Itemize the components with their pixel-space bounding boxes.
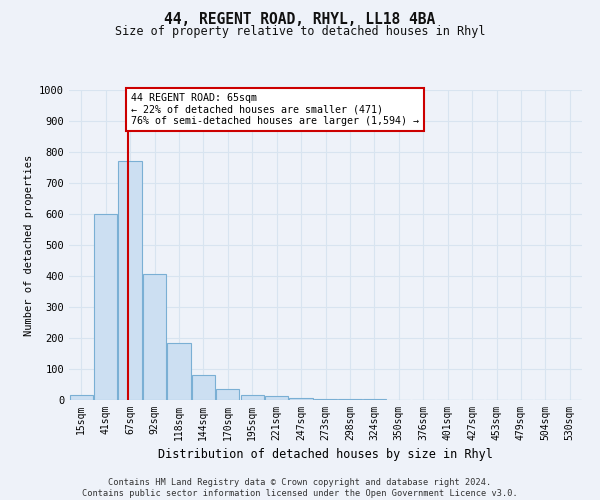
Bar [216, 389, 239, 400]
Bar [70, 396, 93, 400]
Bar [167, 342, 191, 400]
Text: Contains HM Land Registry data © Crown copyright and database right 2024.
Contai: Contains HM Land Registry data © Crown c… [82, 478, 518, 498]
X-axis label: Distribution of detached houses by size in Rhyl: Distribution of detached houses by size … [158, 448, 493, 462]
Bar [241, 396, 264, 400]
Text: 44, REGENT ROAD, RHYL, LL18 4BA: 44, REGENT ROAD, RHYL, LL18 4BA [164, 12, 436, 28]
Bar [338, 399, 362, 400]
Text: 44 REGENT ROAD: 65sqm
← 22% of detached houses are smaller (471)
76% of semi-det: 44 REGENT ROAD: 65sqm ← 22% of detached … [131, 93, 419, 126]
Y-axis label: Number of detached properties: Number of detached properties [23, 154, 34, 336]
Bar [265, 396, 288, 400]
Bar [94, 214, 117, 400]
Bar [143, 274, 166, 400]
Bar [118, 162, 142, 400]
Text: Size of property relative to detached houses in Rhyl: Size of property relative to detached ho… [115, 25, 485, 38]
Bar [192, 375, 215, 400]
Bar [289, 398, 313, 400]
Bar [314, 399, 337, 400]
